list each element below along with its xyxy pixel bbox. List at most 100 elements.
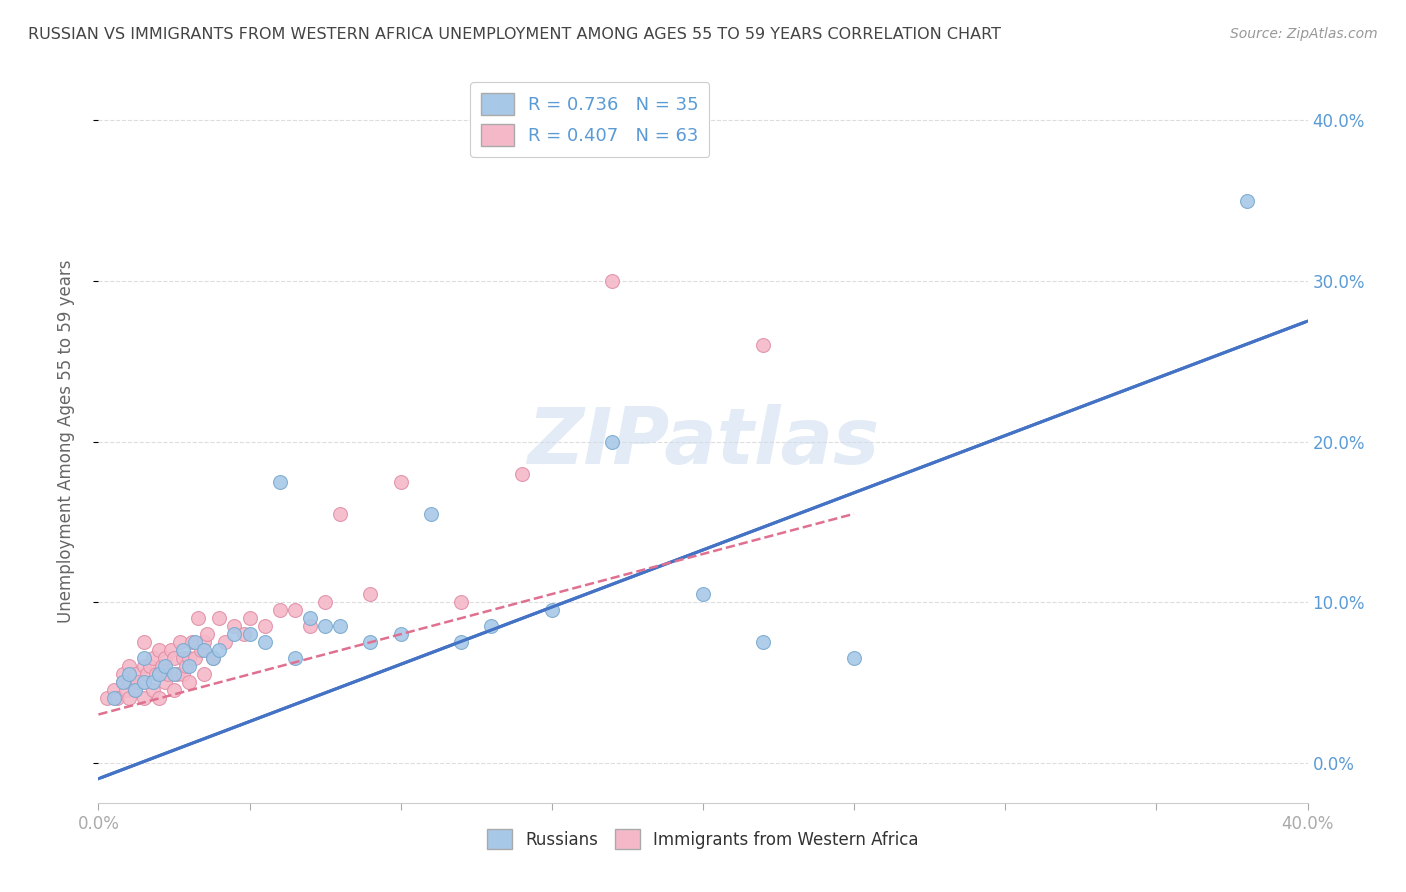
Point	[153, 651, 176, 665]
Point	[153, 675, 176, 690]
Point	[118, 659, 141, 673]
Point	[118, 667, 141, 681]
Point	[124, 683, 146, 698]
Point	[389, 475, 412, 489]
Point	[253, 619, 276, 633]
Point	[148, 691, 170, 706]
Point	[420, 507, 443, 521]
Point	[540, 603, 562, 617]
Point	[184, 635, 207, 649]
Point	[124, 683, 146, 698]
Point	[224, 627, 246, 641]
Point	[284, 651, 307, 665]
Point	[132, 651, 155, 665]
Point	[314, 619, 336, 633]
Point	[132, 635, 155, 649]
Point	[329, 507, 352, 521]
Point	[132, 659, 155, 673]
Point	[111, 675, 134, 690]
Point	[208, 643, 231, 657]
Point	[166, 667, 188, 681]
Point	[118, 691, 141, 706]
Point	[142, 651, 165, 665]
Point	[169, 635, 191, 649]
Point	[124, 667, 146, 681]
Point	[360, 587, 382, 601]
Point	[163, 683, 186, 698]
Point	[269, 475, 291, 489]
Legend: Russians, Immigrants from Western Africa: Russians, Immigrants from Western Africa	[481, 822, 925, 856]
Point	[299, 619, 322, 633]
Point	[269, 603, 291, 617]
Point	[193, 643, 215, 657]
Point	[172, 651, 194, 665]
Point	[179, 675, 201, 690]
Point	[299, 611, 322, 625]
Point	[172, 643, 194, 657]
Point	[132, 675, 155, 690]
Point	[163, 667, 186, 681]
Point	[132, 675, 155, 690]
Point	[118, 675, 141, 690]
Point	[179, 651, 201, 665]
Point	[450, 635, 472, 649]
Point	[148, 643, 170, 657]
Point	[195, 627, 218, 641]
Point	[132, 691, 155, 706]
Point	[114, 683, 136, 698]
Point	[111, 675, 134, 690]
Point	[135, 667, 157, 681]
Point	[284, 603, 307, 617]
Text: ZIPatlas: ZIPatlas	[527, 403, 879, 480]
Point	[145, 667, 167, 681]
Point	[139, 659, 162, 673]
Point	[142, 683, 165, 698]
Point	[202, 651, 225, 665]
Point	[187, 611, 209, 625]
Point	[208, 611, 231, 625]
Point	[160, 643, 183, 657]
Point	[752, 338, 775, 352]
Point	[193, 635, 215, 649]
Point	[103, 691, 125, 706]
Point	[193, 667, 215, 681]
Point	[214, 635, 236, 649]
Point	[692, 587, 714, 601]
Point	[179, 659, 201, 673]
Point	[190, 643, 212, 657]
Point	[1236, 194, 1258, 208]
Point	[602, 274, 624, 288]
Text: Source: ZipAtlas.com: Source: ZipAtlas.com	[1230, 27, 1378, 41]
Point	[148, 667, 170, 681]
Point	[103, 683, 125, 698]
Text: RUSSIAN VS IMMIGRANTS FROM WESTERN AFRICA UNEMPLOYMENT AMONG AGES 55 TO 59 YEARS: RUSSIAN VS IMMIGRANTS FROM WESTERN AFRIC…	[28, 27, 1001, 42]
Point	[253, 635, 276, 649]
Point	[510, 467, 533, 481]
Point	[314, 595, 336, 609]
Point	[329, 619, 352, 633]
Point	[602, 434, 624, 449]
Point	[174, 659, 197, 673]
Point	[752, 635, 775, 649]
Point	[239, 627, 262, 641]
Point	[389, 627, 412, 641]
Point	[150, 659, 173, 673]
Point	[181, 635, 204, 649]
Point	[239, 611, 262, 625]
Point	[148, 667, 170, 681]
Point	[96, 691, 118, 706]
Point	[450, 595, 472, 609]
Point	[127, 675, 149, 690]
Point	[105, 691, 128, 706]
Point	[156, 667, 179, 681]
Point	[224, 619, 246, 633]
Y-axis label: Unemployment Among Ages 55 to 59 years: Unemployment Among Ages 55 to 59 years	[56, 260, 75, 624]
Point	[142, 675, 165, 690]
Point	[184, 651, 207, 665]
Point	[153, 659, 176, 673]
Point	[172, 667, 194, 681]
Point	[481, 619, 503, 633]
Point	[360, 635, 382, 649]
Point	[111, 667, 134, 681]
Point	[232, 627, 254, 641]
